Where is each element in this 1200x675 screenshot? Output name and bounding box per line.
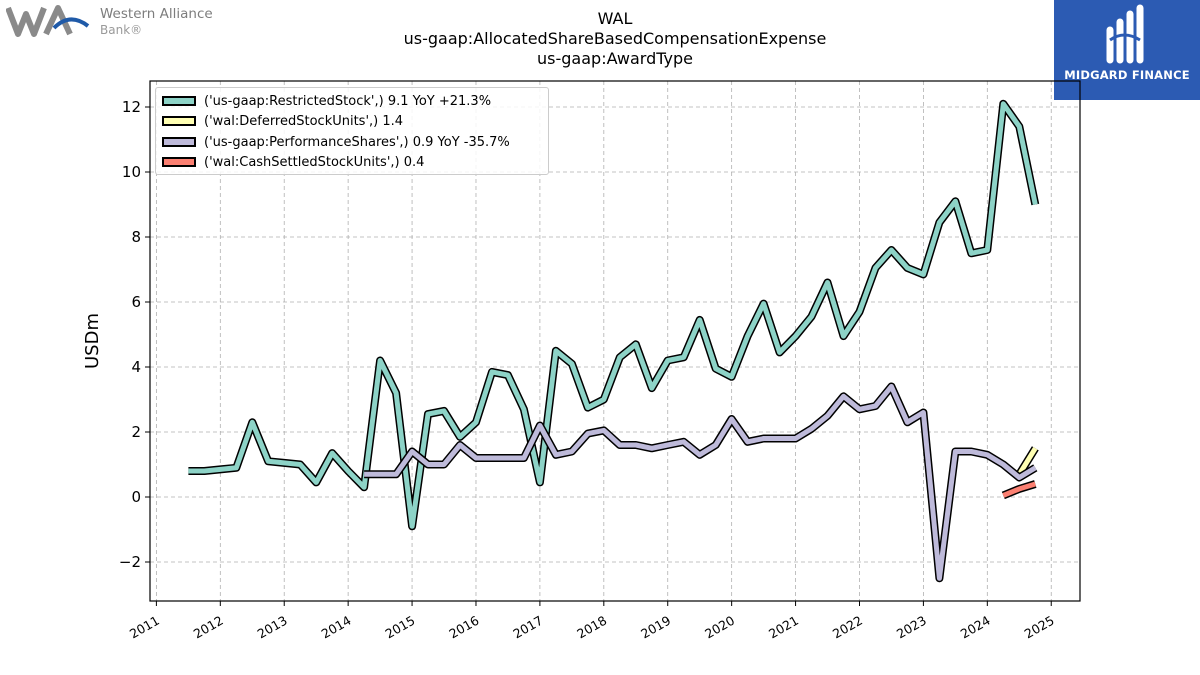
- legend-label-deferred-stock-units: ('wal:DeferredStockUnits',) 1.4: [204, 113, 404, 129]
- x-tick-label: 2023: [894, 613, 929, 642]
- x-tick-label: 2011: [127, 613, 162, 642]
- x-tick-label: 2022: [830, 613, 865, 642]
- wal-logo-icon: [5, 5, 90, 37]
- x-tick-label: 2024: [958, 613, 993, 642]
- x-tick-label: 2015: [383, 613, 418, 642]
- series-line-1: [1017, 446, 1038, 476]
- legend-label-restricted-stock: ('us-gaap:RestrictedStock',) 9.1 YoY +21…: [204, 93, 492, 109]
- chart-title-line1: WAL: [597, 9, 633, 28]
- series-line-2: [364, 384, 1037, 581]
- x-tick-label: 2020: [702, 613, 737, 642]
- midgard-logo-icon: [1106, 4, 1144, 64]
- legend-label-performance-shares: ('us-gaap:PerformanceShares',) 0.9 YoY -…: [204, 134, 510, 150]
- plot-frame: [149, 80, 1081, 602]
- legend-item-restricted-stock: ('us-gaap:RestrictedStock',) 9.1 YoY +21…: [162, 92, 491, 110]
- x-tick-label: 2012: [191, 613, 226, 642]
- legend-swatch-deferred-stock-units: [162, 116, 196, 126]
- chart-titles: WAL us-gaap:AllocatedShareBasedCompensat…: [300, 9, 930, 69]
- x-tick-label: 2017: [510, 613, 545, 642]
- chart-title-line2: us-gaap:AllocatedShareBasedCompensationE…: [403, 29, 827, 48]
- y-tick-label: 8: [131, 228, 141, 246]
- x-tick-label: 2018: [574, 613, 609, 642]
- logo-line2: Bank®: [100, 23, 143, 37]
- y-tick-label: 4: [131, 358, 141, 376]
- wal-wordmark: Western Alliance Bank®: [100, 6, 213, 38]
- y-tick-label: 10: [122, 163, 141, 181]
- legend-item-cash-settled-stock-units: ('wal:CashSettledStockUnits',) 0.4: [162, 153, 424, 171]
- x-tick-label: 2025: [1022, 613, 1057, 642]
- x-tick-label: 2013: [255, 613, 290, 642]
- x-tick-label: 2014: [319, 613, 354, 642]
- legend-label-cash-settled-stock-units: ('wal:CashSettledStockUnits',) 0.4: [204, 154, 425, 170]
- western-alliance-logo: Western Alliance Bank®: [5, 4, 236, 40]
- x-tick-label: 2021: [766, 613, 801, 642]
- y-tick-label: 12: [122, 98, 141, 116]
- series-line-3: [1002, 481, 1037, 498]
- legend-swatch-cash-settled-stock-units: [162, 157, 196, 167]
- y-tick-label: −2: [119, 553, 141, 571]
- chart-title-line3: us-gaap:AwardType: [537, 49, 693, 68]
- chart-legend: ('us-gaap:RestrictedStock',) 9.1 YoY +21…: [155, 87, 549, 175]
- x-tick-label: 2019: [638, 613, 673, 642]
- y-tick-label: 6: [131, 293, 141, 311]
- legend-swatch-performance-shares: [162, 137, 196, 147]
- midgard-finance-logo: MIDGARD FINANCE: [1054, 0, 1200, 100]
- series-line-0: [188, 101, 1038, 529]
- legend-item-performance-shares: ('us-gaap:PerformanceShares',) 0.9 YoY -…: [162, 133, 510, 151]
- legend-swatch-restricted-stock: [162, 96, 196, 106]
- legend-item-deferred-stock-units: ('wal:DeferredStockUnits',) 1.4: [162, 112, 403, 130]
- y-tick-label: 0: [131, 488, 141, 506]
- midgard-brand-text: MIDGARD FINANCE: [1064, 68, 1190, 82]
- logo-line1: Western Alliance: [100, 6, 213, 22]
- y-axis-label: USDm: [82, 313, 103, 369]
- x-tick-label: 2016: [446, 613, 481, 642]
- y-tick-label: 2: [131, 423, 141, 441]
